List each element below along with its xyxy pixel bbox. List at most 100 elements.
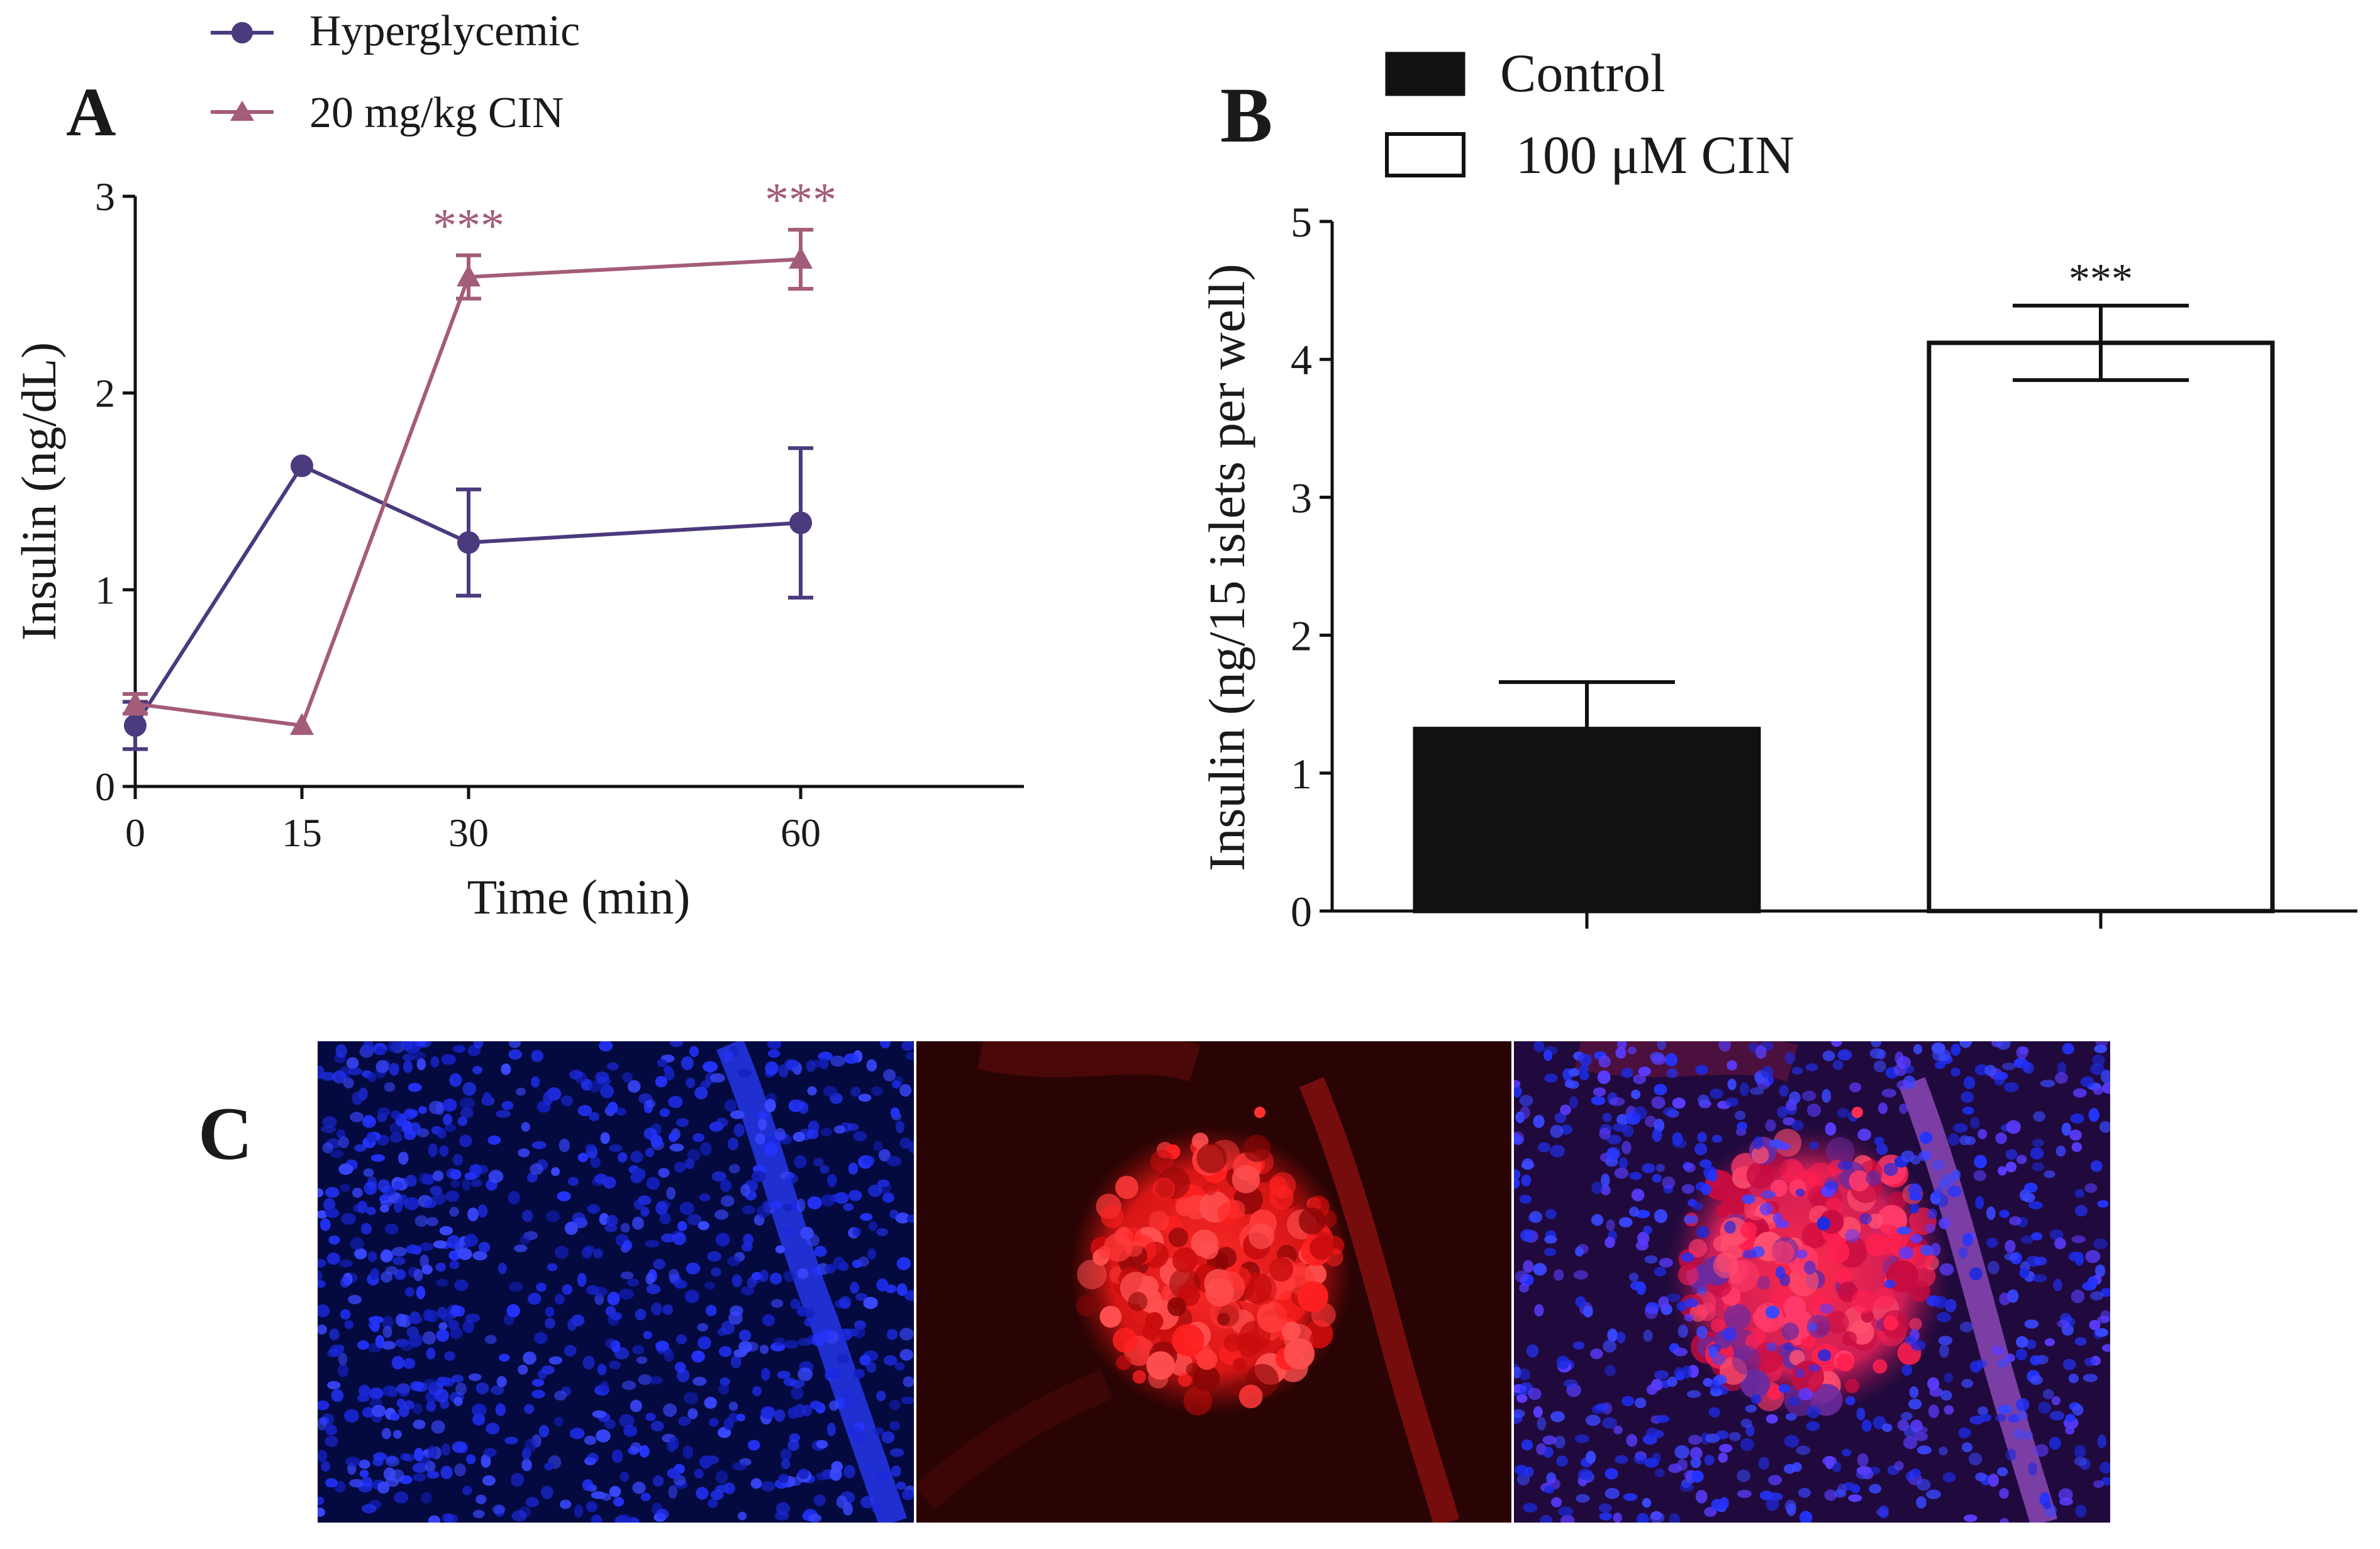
nucleus-dot (1613, 1513, 1622, 1523)
nucleus-dot (1601, 1173, 1610, 1187)
islet-cell (1851, 1289, 1876, 1314)
bar-cin (1927, 340, 2275, 914)
nucleus-dot (1543, 1049, 1553, 1061)
nucleus-dot (390, 1469, 404, 1483)
nucleus-dot (439, 1226, 453, 1236)
nucleus-dot (398, 1151, 409, 1165)
nucleus-dot (382, 1385, 397, 1397)
nucleus-dot (1903, 1065, 1915, 1074)
nucleus-dot (1614, 1167, 1629, 1179)
nucleus-dot (2006, 1120, 2021, 1134)
y-tick-label-a: 3 (95, 174, 115, 219)
legend-label-hyperglycemic: Hyperglycemic (309, 7, 580, 55)
nucleus-dot (403, 1358, 416, 1369)
nucleus-dot (457, 1116, 468, 1126)
nucleus-dot (377, 1107, 391, 1117)
nucleus-dot (643, 1331, 652, 1339)
nucleus-dot (674, 1161, 686, 1173)
nucleus-dot (359, 1470, 369, 1478)
nucleus-dot (2003, 1353, 2016, 1363)
nucleus-dot (1715, 1430, 1729, 1440)
nucleus-dot (486, 1423, 500, 1435)
nucleus-dot (1694, 1143, 1708, 1156)
nucleus-dot (1652, 1173, 1662, 1183)
nucleus-dot (1842, 1448, 1852, 1457)
nucleus-dot (462, 1485, 472, 1496)
nucleus-dot (730, 1355, 742, 1368)
islet-cell (1781, 1323, 1799, 1341)
nucleus-dot (2074, 1337, 2087, 1346)
nucleus-dot (829, 1400, 839, 1411)
nucleus-dot (866, 1059, 877, 1072)
nucleus-dot (609, 1144, 623, 1153)
nucleus-dot (720, 1377, 730, 1386)
nucleus-dot (1927, 1377, 1940, 1391)
nucleus-dot (1604, 1488, 1620, 1499)
nucleus-dot (393, 1181, 403, 1190)
nucleus-dot (835, 1192, 849, 1204)
nucleus-dot (599, 1380, 609, 1394)
nucleus-dot (1857, 1128, 1872, 1141)
nucleus-dot (1899, 1104, 1908, 1114)
merged-micrograph (1513, 1041, 2110, 1523)
nucleus-dot (1718, 1452, 1728, 1463)
nucleus-dot (886, 1156, 901, 1166)
nucleus-dot (352, 1204, 366, 1213)
nucleus-dot (590, 1156, 601, 1168)
nucleus-dot (1623, 1493, 1638, 1501)
nucleus-dot (551, 1167, 560, 1177)
nucleus-dot (350, 1237, 364, 1250)
nucleus-dot (1910, 1204, 1920, 1214)
nucleus-dot (1604, 1236, 1615, 1248)
nucleus-dot (1525, 1467, 1534, 1477)
nucleus-dot (2016, 1046, 2028, 1060)
data-point-hyperglycemic (124, 714, 147, 737)
nucleus-dot (667, 1468, 681, 1479)
nucleus-dot (709, 1418, 719, 1427)
nucleus-dot (1894, 1051, 1904, 1065)
nucleus-dot (1960, 1091, 1974, 1104)
nucleus-dot (1761, 1066, 1774, 1078)
nucleus-dot (2054, 1238, 2066, 1250)
nucleus-dot (715, 1209, 729, 1220)
series-line-cin (135, 257, 801, 728)
nucleus-dot (1633, 1453, 1647, 1465)
nucleus-dot (451, 1374, 464, 1383)
nucleus-dot (1784, 1052, 1796, 1065)
nucleus-dot (759, 1345, 769, 1355)
islet-cell (1872, 1359, 1888, 1374)
nucleus-dot (1603, 1339, 1617, 1353)
nucleus-dot (1998, 1404, 2013, 1414)
nucleus-dot (833, 1256, 845, 1270)
nucleus-dot (2072, 1404, 2084, 1416)
nucleus-dot (1849, 1082, 1862, 1093)
nucleus-dot (491, 1385, 504, 1395)
nucleus-dot (1622, 1124, 1634, 1138)
nucleus-dot (345, 1457, 360, 1467)
y-tick-label-b: 1 (1291, 750, 1312, 798)
nucleus-dot (1799, 1511, 1813, 1523)
nucleus-dot (847, 1123, 859, 1131)
nucleus-dot (1958, 1427, 1971, 1438)
nucleus-dot (1963, 1076, 1976, 1089)
nucleus-dot (381, 1428, 391, 1440)
nucleus-dot (359, 1384, 370, 1397)
nucleus-dot (699, 1455, 713, 1469)
nucleus-dot (1837, 1161, 1853, 1170)
nucleus-dot (659, 1108, 670, 1117)
nucleus-dot (797, 1268, 809, 1279)
nucleus-dot (2055, 1145, 2066, 1157)
nucleus-dot (601, 1493, 612, 1501)
nucleus-dot (706, 1304, 717, 1316)
nucleus-dot (640, 1492, 651, 1501)
nucleus-dot (1669, 1513, 1680, 1523)
nucleus-dot (344, 1409, 359, 1423)
nucleus-dot (1621, 1395, 1635, 1407)
nucleus-dot (1871, 1041, 1882, 1048)
nucleus-dot (820, 1165, 830, 1174)
nucleus-dot (569, 1070, 584, 1080)
nucleus-dot (1806, 1104, 1821, 1117)
nucleus-dot (2095, 1264, 2106, 1278)
nucleus-dot (387, 1041, 401, 1053)
nucleus-dot (762, 1314, 775, 1327)
